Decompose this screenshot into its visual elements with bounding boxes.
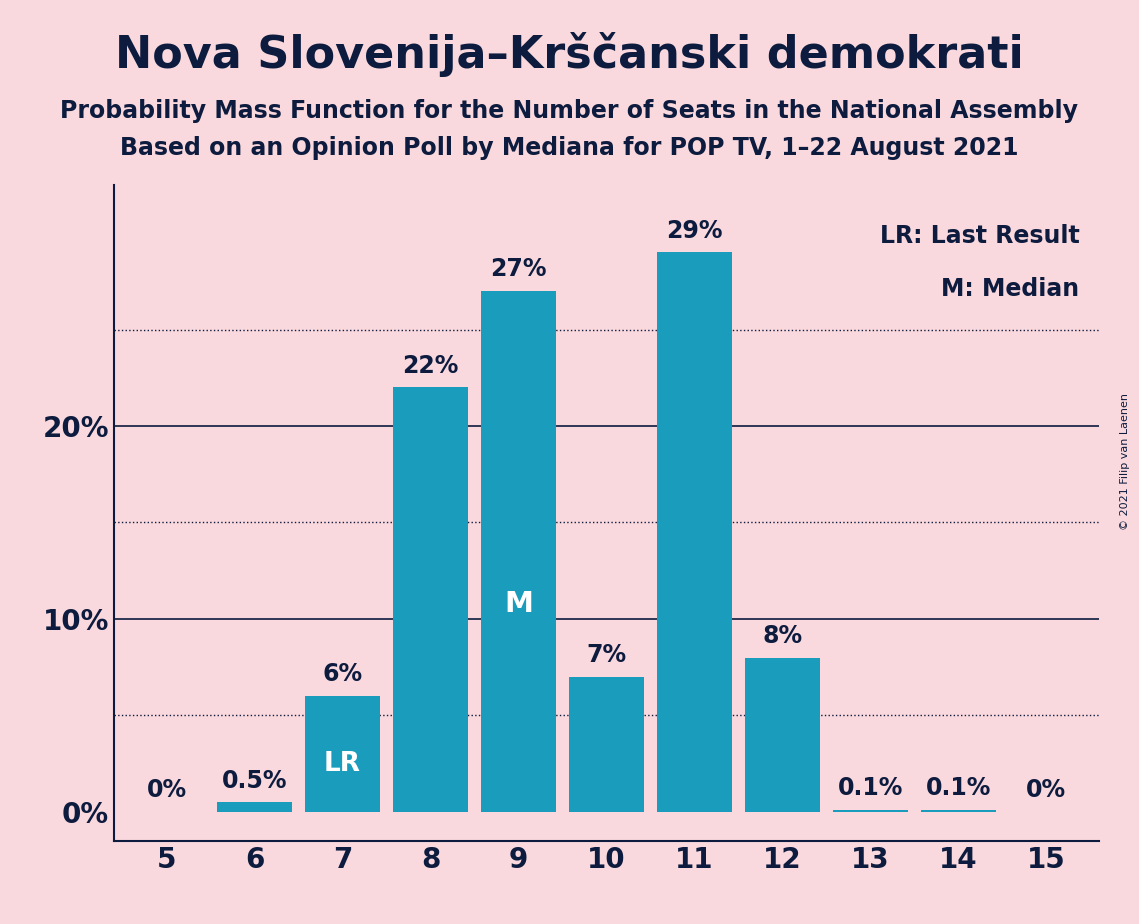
Text: LR: LR — [325, 751, 361, 777]
Text: M: Median: M: Median — [941, 276, 1080, 300]
Text: Nova Slovenija–Krščanski demokrati: Nova Slovenija–Krščanski demokrati — [115, 32, 1024, 78]
Text: 27%: 27% — [490, 257, 547, 281]
Text: 22%: 22% — [402, 354, 459, 378]
Text: M: M — [505, 590, 533, 617]
Bar — [481, 291, 556, 812]
Text: 29%: 29% — [666, 219, 723, 243]
Text: 7%: 7% — [587, 643, 626, 667]
Bar — [745, 658, 820, 812]
Bar — [218, 802, 292, 812]
Bar — [305, 696, 380, 812]
Text: © 2021 Filip van Laenen: © 2021 Filip van Laenen — [1120, 394, 1130, 530]
Text: Probability Mass Function for the Number of Seats in the National Assembly: Probability Mass Function for the Number… — [60, 99, 1079, 123]
Text: 0.5%: 0.5% — [222, 769, 287, 793]
Bar — [921, 810, 995, 812]
Bar — [393, 387, 468, 812]
Text: 8%: 8% — [762, 624, 803, 648]
Bar — [657, 252, 732, 812]
Text: LR: Last Result: LR: Last Result — [879, 225, 1080, 249]
Text: 6%: 6% — [322, 663, 362, 687]
Text: 0.1%: 0.1% — [837, 776, 903, 800]
Bar — [833, 810, 908, 812]
Bar — [570, 676, 644, 812]
Text: Based on an Opinion Poll by Mediana for POP TV, 1–22 August 2021: Based on an Opinion Poll by Mediana for … — [121, 136, 1018, 160]
Text: 0.1%: 0.1% — [926, 776, 991, 800]
Text: 0%: 0% — [147, 778, 187, 802]
Text: 0%: 0% — [1026, 778, 1066, 802]
